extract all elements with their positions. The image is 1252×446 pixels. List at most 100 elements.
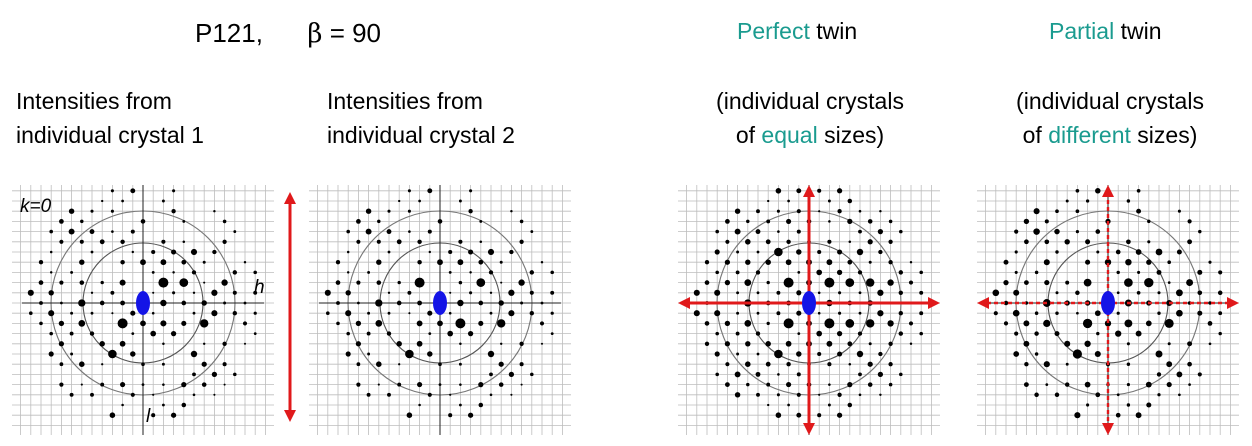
diffraction-spot (1045, 383, 1049, 386)
diffraction-spot (140, 320, 146, 327)
diffraction-spot (1126, 383, 1130, 387)
diffraction-spot (1013, 289, 1020, 296)
diffraction-spot (211, 289, 218, 296)
diffraction-spot (1197, 269, 1203, 275)
diffraction-spot (232, 290, 237, 295)
diffraction-spot (1157, 393, 1161, 397)
diffraction-spot (1116, 393, 1120, 397)
diffraction-spot (487, 350, 495, 358)
diffraction-spot (838, 311, 842, 315)
diffraction-spot (550, 332, 554, 336)
diffraction-spot (346, 331, 350, 336)
diffraction-spot (417, 259, 422, 265)
diffraction-spot (858, 209, 862, 213)
diffraction-spot (786, 361, 791, 367)
diffraction-spot (1043, 259, 1050, 266)
diffraction-spot (715, 331, 719, 336)
diffraction-spot (243, 342, 247, 345)
diffraction-spot (919, 331, 923, 336)
diffraction-spot (858, 229, 862, 234)
diffraction-spot (786, 239, 791, 245)
diffraction-spot (1157, 311, 1161, 315)
diffraction-spot (877, 228, 884, 235)
diffraction-spot (160, 320, 167, 327)
diffraction-spot (79, 361, 85, 367)
diffraction-spot (837, 392, 842, 397)
diffraction-spot (324, 289, 331, 296)
diffraction-spot (818, 393, 821, 396)
diffraction-spot (837, 249, 843, 255)
diffraction-spot (868, 260, 872, 264)
diffraction-spot (89, 331, 95, 336)
diffraction-spot (418, 199, 421, 203)
diffraction-spot (766, 321, 770, 326)
diffraction-spot (1218, 331, 1222, 336)
diffraction-spot (888, 341, 893, 346)
diffraction-spot (202, 342, 206, 346)
diffraction-spot (211, 310, 218, 317)
diffraction-spot (141, 362, 145, 367)
diffraction-spot (796, 249, 802, 255)
diffraction-spot (1167, 342, 1171, 346)
diffraction-spot (488, 270, 494, 275)
crystal1-reciprocal-lattice (12, 185, 274, 435)
diffraction-spot (765, 361, 771, 367)
diffraction-spot (367, 311, 371, 315)
beta-symbol: β (307, 19, 323, 49)
diffraction-spot (69, 331, 74, 336)
diffraction-spot (498, 382, 504, 387)
diffraction-spot (427, 310, 433, 316)
diffraction-spot (898, 331, 904, 336)
diffraction-spot (211, 371, 218, 378)
diffraction-spot (877, 371, 884, 378)
perfect-caption-line1: (individual crystals (716, 88, 904, 114)
partial-title-rest: twin (1114, 18, 1162, 44)
diffraction-spot (181, 381, 187, 388)
diffraction-spot (797, 271, 801, 274)
diffraction-spot (847, 402, 853, 408)
diffraction-spot (437, 320, 443, 327)
diffraction-spot (1082, 318, 1093, 329)
diffraction-spot (500, 281, 503, 284)
diffraction-spot (99, 300, 105, 306)
diffraction-spot (818, 210, 821, 213)
diffraction-spot (919, 270, 923, 275)
diffraction-spot (777, 230, 780, 233)
diffraction-spot (59, 362, 64, 367)
diffraction-spot (243, 260, 247, 264)
diffraction-spot (550, 270, 554, 275)
diffraction-spot (867, 219, 873, 224)
diffraction-spot (109, 412, 116, 418)
perfect-line2-post: sizes) (817, 122, 885, 148)
diffraction-spot (827, 239, 832, 244)
diffraction-spot (469, 189, 473, 193)
perfect-twin-title: Perfect twin (737, 16, 857, 46)
diffraction-spot (776, 393, 780, 397)
diffraction-spot (232, 311, 237, 316)
diffraction-spot (1095, 392, 1101, 398)
diffraction-spot (221, 279, 228, 286)
diffraction-spot (192, 393, 196, 397)
diffraction-spot (367, 270, 371, 274)
diffraction-spot (1145, 381, 1152, 388)
diffraction-spot (736, 291, 740, 295)
diffraction-spot (1033, 228, 1040, 235)
diffraction-spot (172, 271, 175, 274)
diffraction-spot (725, 219, 730, 224)
diffraction-spot (110, 189, 114, 193)
diffraction-spot (120, 239, 125, 245)
section-label: k=0 (20, 196, 52, 217)
diffraction-spot (756, 311, 760, 315)
diffraction-spot (469, 271, 472, 274)
diffraction-spot (734, 208, 741, 214)
diffraction-spot (858, 393, 862, 397)
diffraction-spot (878, 249, 883, 255)
diffraction-spot (1126, 239, 1131, 245)
diffraction-spot (120, 382, 126, 388)
diffraction-spot (776, 311, 781, 316)
diffraction-spot (428, 332, 432, 335)
diffraction-spot (79, 239, 84, 244)
diffraction-spot (1085, 239, 1091, 245)
diffraction-spot (887, 320, 894, 327)
diffraction-spot (783, 277, 794, 288)
